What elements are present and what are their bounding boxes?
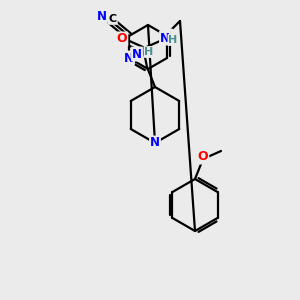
Text: N: N: [124, 52, 134, 64]
Text: N: N: [132, 47, 142, 61]
Text: C: C: [109, 14, 117, 24]
Text: N: N: [150, 136, 160, 149]
Text: N: N: [97, 11, 107, 23]
Text: O: O: [198, 151, 208, 164]
Text: N: N: [162, 29, 172, 43]
Text: H: H: [168, 35, 178, 45]
Text: H: H: [144, 47, 154, 57]
Text: O: O: [117, 32, 127, 46]
Text: N: N: [160, 32, 170, 44]
